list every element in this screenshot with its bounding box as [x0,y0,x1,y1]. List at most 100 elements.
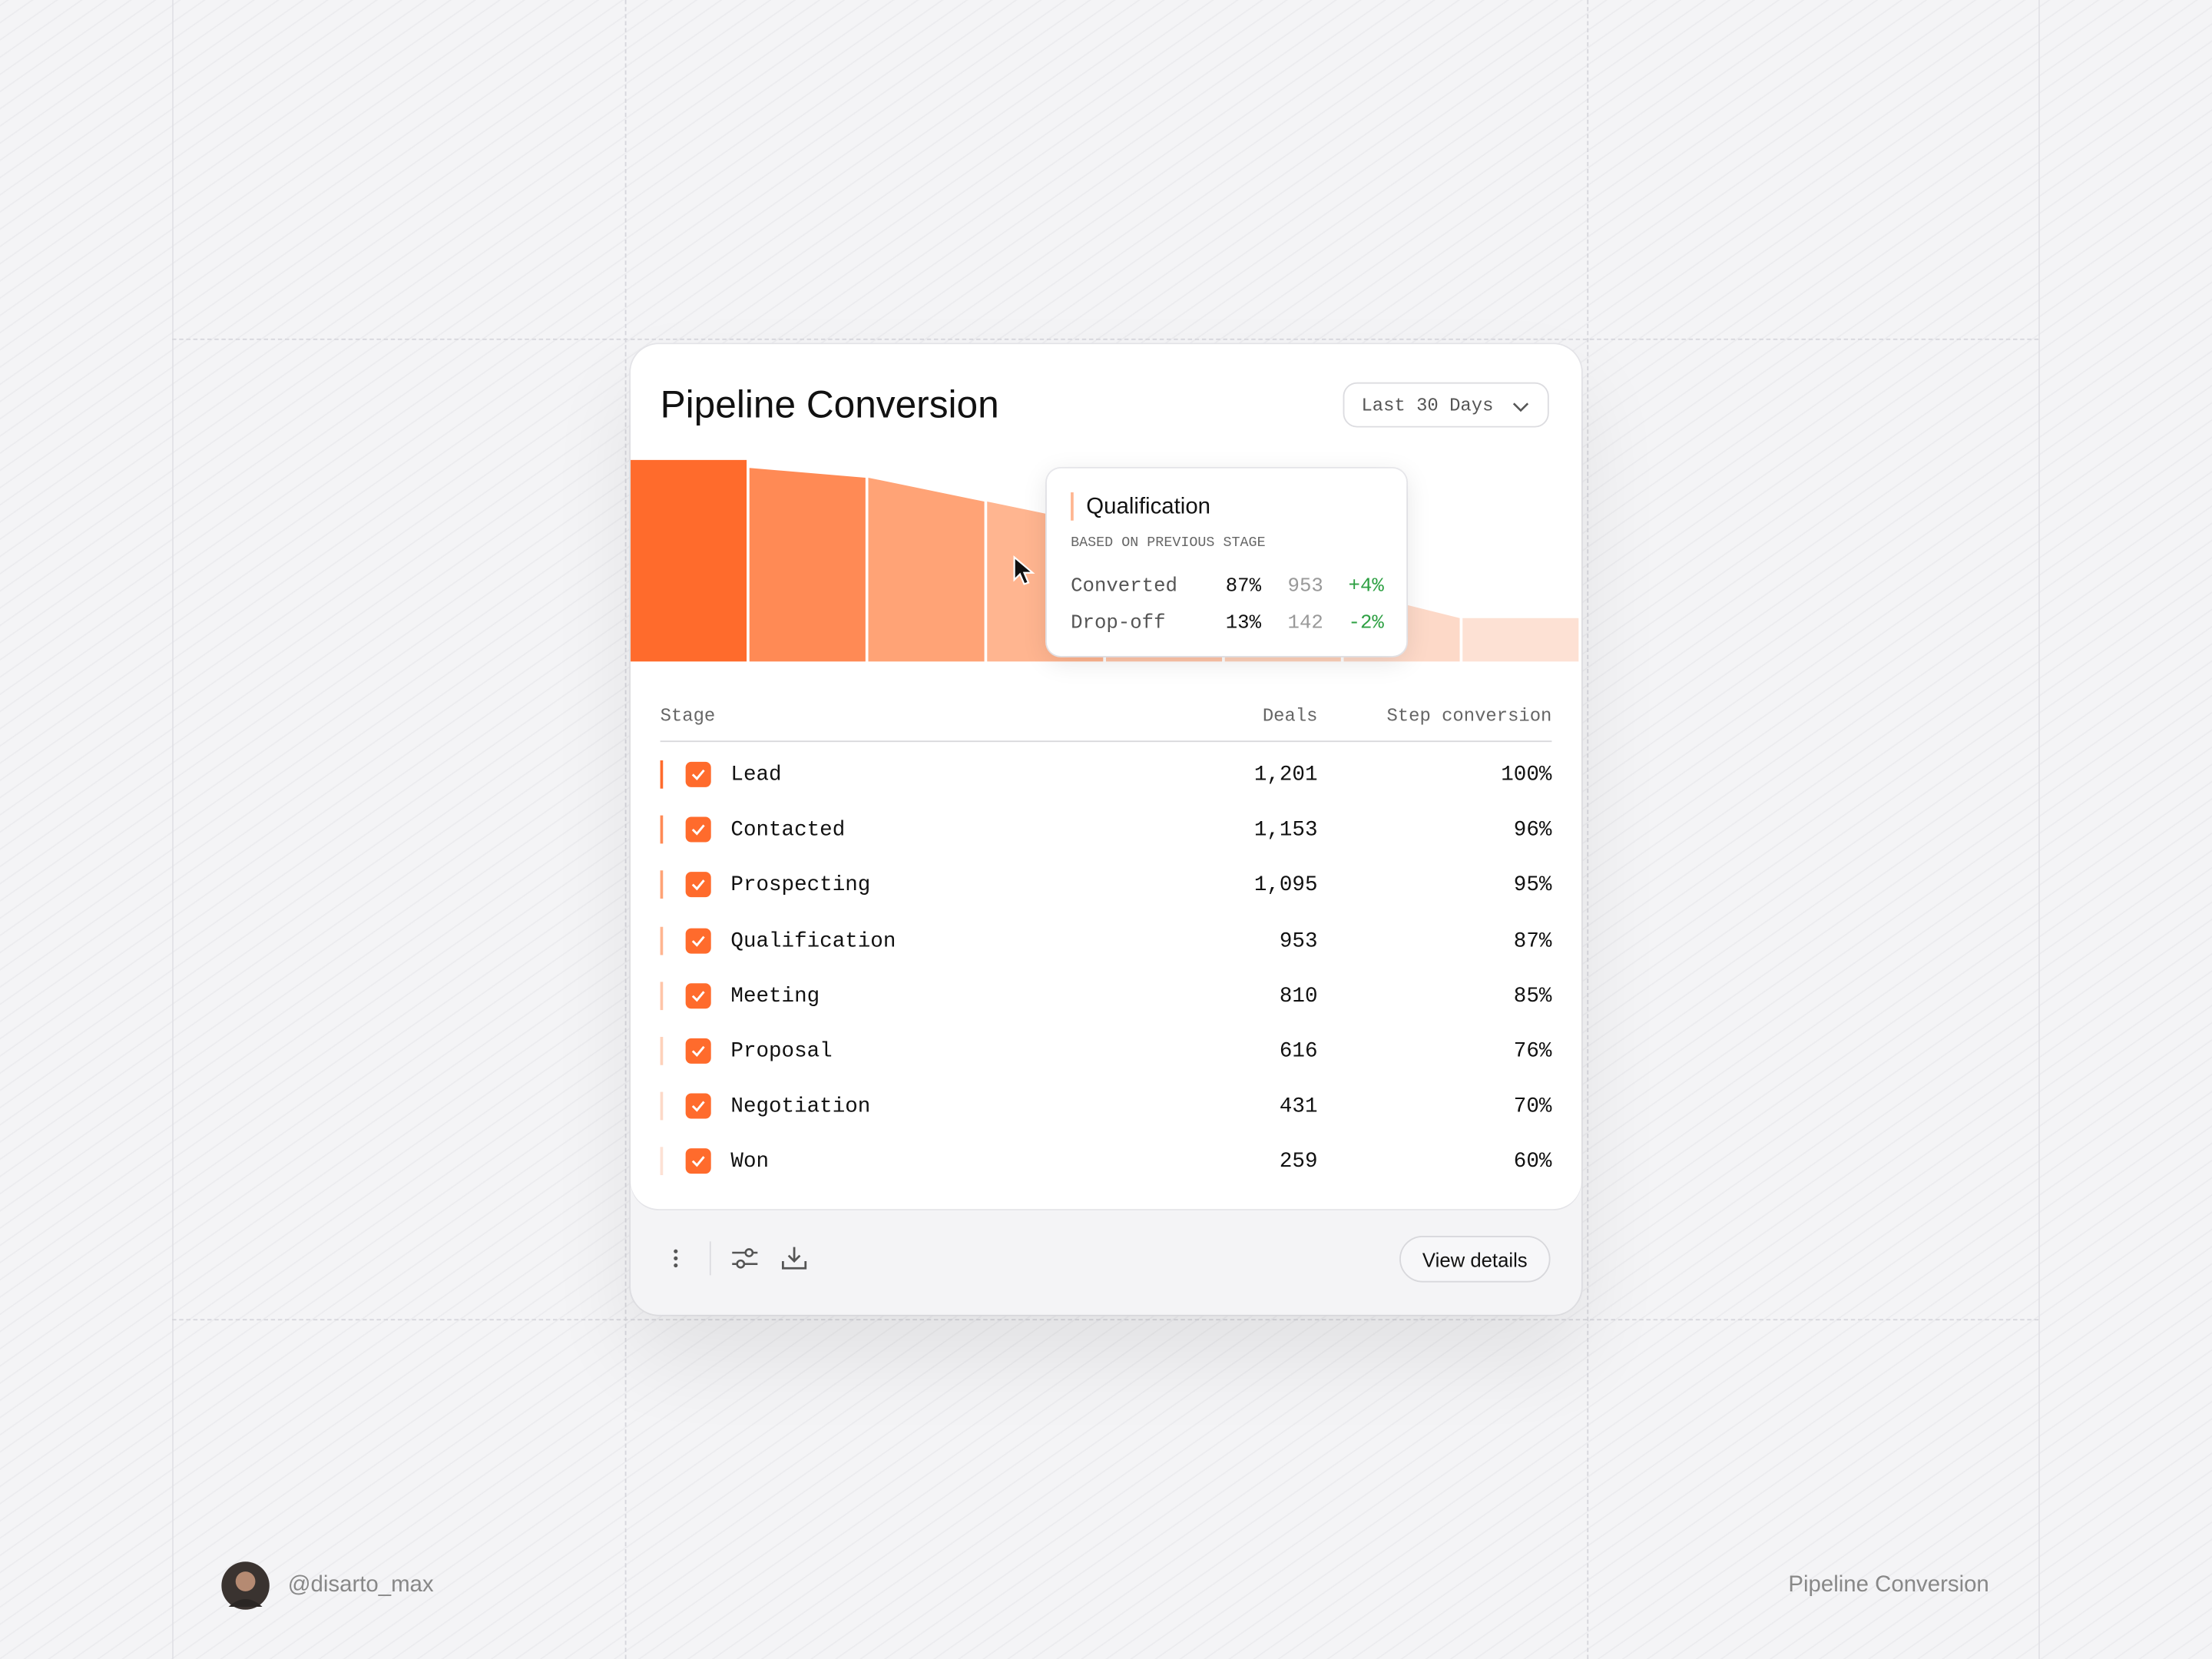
funnel-segment [749,468,866,662]
check-icon [691,769,705,781]
stage-name: Meeting [730,984,820,1008]
stage-marker [660,1147,664,1176]
tooltip-delta: -2% [1348,612,1384,635]
stage-checkbox[interactable] [685,1038,711,1064]
deals-value: 1,095 [1253,873,1318,898]
tooltip-delta: +4% [1348,575,1384,598]
conversion-value: 100% [1501,763,1552,787]
column-header: Stage [660,705,716,727]
guide [1587,0,1589,1659]
view-details-button[interactable]: View details [1399,1235,1551,1283]
guide [624,0,627,1659]
table-row: Won 259 60% [660,1144,1552,1178]
deals-value: 1,201 [1253,763,1318,787]
chevron-icon [1512,402,1529,412]
stage-marker [660,870,664,899]
stage-name: Proposal [730,1039,833,1064]
dropdown-label: Last 30 Days [1361,395,1494,416]
conversion-value: 70% [1513,1094,1552,1119]
table-row: Lead 1,201 100% [660,757,1552,791]
stage-name: Negotiation [730,1094,871,1119]
stage-checkbox[interactable] [685,872,711,898]
card-title: Pipeline Conversion [660,383,999,426]
conversion-value: 60% [1513,1150,1552,1174]
table-row: Proposal 616 76% [660,1034,1552,1068]
header-rule [660,740,1552,743]
check-icon [691,824,705,836]
deals-value: 259 [1279,1150,1318,1174]
table-row: Prospecting 1,095 95% [660,868,1552,902]
stage-name: Prospecting [730,873,871,898]
stage-checkbox[interactable] [685,982,711,1008]
shot-caption: Pipeline Conversion [1788,1572,1989,1598]
column-header: Step conversion [1386,705,1552,727]
deals-value: 1,153 [1253,818,1318,843]
tooltip-title: Qualification [1086,495,1211,519]
tooltip-count: 142 [1287,612,1323,635]
tooltip-percent: 87% [1225,575,1262,598]
stage-name: Contacted [730,818,846,843]
check-icon [691,1045,705,1058]
tooltip-count: 953 [1287,575,1323,598]
deals-value: 810 [1279,984,1318,1008]
table-row: Meeting 810 85% [660,979,1552,1012]
funnel-segment [631,459,747,662]
stage-marker [660,981,664,1010]
stage-marker [660,1091,664,1121]
cursor [1013,555,1035,585]
button-label: View details [1422,1248,1528,1271]
guide [172,338,2039,340]
tooltip-subtitle: BASED ON PREVIOUS STAGE [1071,535,1266,552]
stage-checkbox[interactable] [685,761,711,787]
table-row: Contacted 1,153 96% [660,813,1552,846]
divider [709,1241,711,1276]
stage-marker [660,926,664,955]
tooltip: Qualification BASED ON PREVIOUS STAGE Co… [1046,468,1407,657]
deals-value: 431 [1279,1094,1318,1119]
column-header: Deals [1262,705,1318,727]
deals-value: 616 [1279,1039,1318,1064]
check-icon [691,1101,705,1113]
stage-checkbox[interactable] [685,1093,711,1119]
check-icon [691,1156,705,1168]
conversion-value: 76% [1513,1039,1552,1064]
filter-button[interactable] [730,1246,759,1271]
stage-name: Lead [730,763,782,787]
guide [2038,0,2040,1659]
funnel-segment [1462,618,1579,662]
range-dropdown[interactable]: Last 30 Days [1343,382,1549,428]
deals-value: 953 [1279,929,1318,953]
stage-name: Won [730,1150,770,1174]
conversion-value: 87% [1513,929,1552,953]
more-button[interactable] [669,1247,683,1270]
stage-checkbox[interactable] [685,1148,711,1174]
funnel-segment [868,477,985,662]
tooltip-accent [1071,492,1074,521]
conversion-value: 96% [1513,818,1552,843]
tooltip-label: Converted [1071,575,1177,598]
guide [172,0,174,1659]
stage-marker [660,815,664,844]
stage-checkbox[interactable] [685,927,711,953]
conversion-value: 95% [1513,873,1552,898]
tooltip-percent: 13% [1225,612,1262,635]
guide [172,1319,2039,1321]
stage-marker [660,1037,664,1065]
download-button[interactable] [780,1244,809,1273]
check-icon [691,935,705,947]
avatar [221,1561,270,1610]
table-row: Negotiation 431 70% [660,1089,1552,1123]
stage-table: Stage Deals Step conversion Lead 1,201 100… [660,703,1552,1197]
conversion-value: 85% [1513,984,1552,1008]
stage-name: Qualification [730,929,896,953]
author-handle: @disarto_max [287,1572,434,1598]
check-icon [691,990,705,1002]
check-icon [691,879,705,892]
stage-marker [660,760,664,789]
stage-checkbox[interactable] [685,816,711,843]
table-row: Qualification 953 87% [660,923,1552,957]
tooltip-label: Drop-off [1071,612,1166,635]
